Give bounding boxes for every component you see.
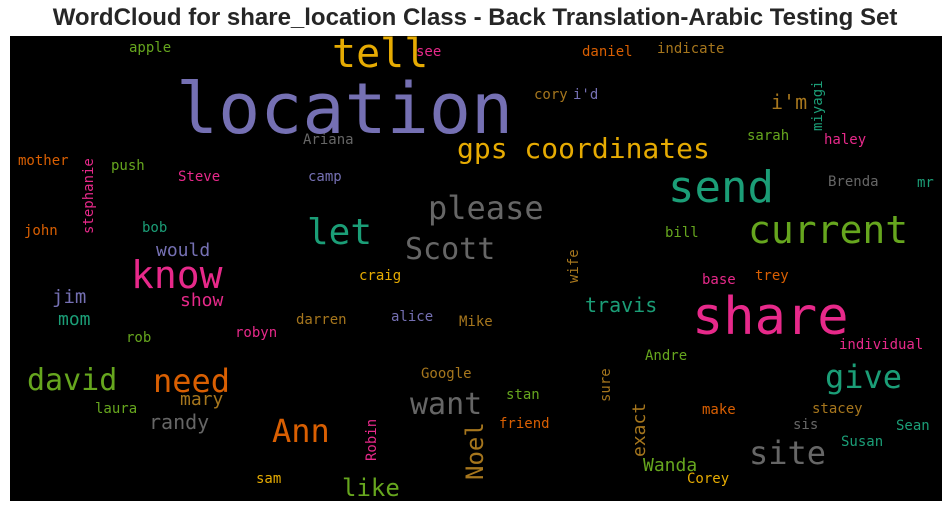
word-would: would xyxy=(156,240,211,261)
word-gps-coordinates: gps coordinates xyxy=(457,132,710,165)
word-andre: Andre xyxy=(645,348,688,364)
word-mary: mary xyxy=(180,389,224,410)
word-darren: darren xyxy=(296,312,347,328)
word-robyn: robyn xyxy=(235,325,278,341)
word-location: location xyxy=(176,68,514,150)
word-laura: laura xyxy=(95,401,138,417)
word-david: david xyxy=(27,363,118,398)
word-robin: Robin xyxy=(364,418,380,461)
word-sis: sis xyxy=(793,417,819,433)
page-title: WordCloud for share_location Class - Bac… xyxy=(52,4,898,31)
word-steve: Steve xyxy=(178,169,221,185)
word-mr: mr xyxy=(917,175,934,191)
word-sam: sam xyxy=(256,471,282,487)
word-like: like xyxy=(342,474,400,501)
word-alice: alice xyxy=(391,309,434,325)
word-john: john xyxy=(24,223,58,239)
word-tell: tell xyxy=(332,36,429,77)
word-give: give xyxy=(825,358,903,396)
word-corey: Corey xyxy=(687,471,730,487)
word-sarah: sarah xyxy=(747,128,790,144)
word-site: site xyxy=(749,434,827,472)
word-mother: mother xyxy=(18,153,69,169)
word-make: make xyxy=(702,402,736,418)
word-ariana: Ariana xyxy=(303,132,354,148)
word-bill: bill xyxy=(665,225,699,241)
word-google: Google xyxy=(421,366,472,382)
word-base: base xyxy=(702,272,736,288)
word-please: please xyxy=(428,189,544,227)
word-cory: cory xyxy=(534,87,568,103)
word-id: i'd xyxy=(573,87,599,103)
word-cloud-canvas: location share tell send current know gp… xyxy=(10,36,942,501)
word-wanda: Wanda xyxy=(643,455,698,476)
word-trey: trey xyxy=(755,268,789,284)
word-im: i'm xyxy=(771,90,808,114)
word-need: need xyxy=(153,362,231,400)
word-sean: Sean xyxy=(896,418,930,434)
word-daniel: daniel xyxy=(582,44,633,60)
word-mom: mom xyxy=(58,309,91,330)
word-friend: friend xyxy=(499,416,550,432)
word-brenda: Brenda xyxy=(828,174,879,190)
word-stan: stan xyxy=(506,387,540,403)
word-send: send xyxy=(668,162,774,213)
word-let: let xyxy=(307,212,373,253)
word-jim: jim xyxy=(52,286,87,308)
word-push: push xyxy=(111,158,145,174)
word-indicate: indicate xyxy=(657,41,725,57)
word-stephanie: stephanie xyxy=(81,158,97,234)
word-camp: camp xyxy=(308,169,342,185)
word-miyagi: miyagi xyxy=(810,80,826,131)
word-see: see xyxy=(416,44,442,60)
word-sure: sure xyxy=(598,368,614,402)
word-share: share xyxy=(692,287,849,347)
word-scott: Scott xyxy=(405,232,496,267)
word-rob: rob xyxy=(126,330,152,346)
word-know: know xyxy=(131,253,223,297)
word-stacey: stacey xyxy=(812,401,863,417)
word-show: show xyxy=(180,290,224,311)
word-wife: wife xyxy=(566,249,582,283)
word-apple: apple xyxy=(129,40,172,56)
word-bob: bob xyxy=(142,220,168,236)
word-ann: Ann xyxy=(272,412,330,450)
word-travis: travis xyxy=(585,293,658,317)
word-craig: craig xyxy=(359,268,402,284)
word-exact: exact xyxy=(629,402,650,457)
word-mike: Mike xyxy=(459,314,493,330)
word-randy: randy xyxy=(149,410,210,434)
word-susan: Susan xyxy=(841,434,884,450)
word-individual: individual xyxy=(839,337,924,353)
word-current: current xyxy=(748,208,909,252)
word-want: want xyxy=(410,387,483,422)
word-haley: haley xyxy=(824,132,867,148)
word-noel: Noel xyxy=(461,422,489,480)
